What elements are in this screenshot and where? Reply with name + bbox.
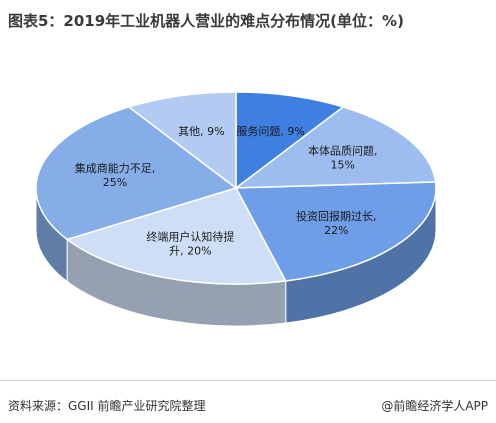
pie-slice-1: [233, 106, 437, 189]
slice-label-line: 投资回报期过长,: [296, 209, 377, 223]
slice-label-line: 集成商能力不足,: [75, 161, 156, 175]
slice-label-line: 22%: [324, 224, 348, 237]
slice-label-line: 服务问题, 9%: [236, 125, 304, 138]
slice-label-line: 15%: [331, 159, 355, 172]
slice-label-line: 本体品质问题,: [308, 144, 378, 158]
slice-label-line: 其他, 9%: [178, 125, 224, 138]
slice-labels: 服务问题, 9% 本体品质问题, 15% 投资回报期过长, 22% 终端用户认知待提升, …: [75, 125, 378, 257]
slice-label-3: 终端用户认知待提升, 20%: [146, 229, 234, 257]
footer-divider: [0, 380, 496, 381]
chart-title: 图表5：2019年工业机器人营业的难点分布情况(单位：%): [8, 12, 404, 30]
slice-label-4: 集成商能力不足, 25%: [75, 161, 156, 189]
slice-label-line: 升, 20%: [169, 244, 211, 257]
slice-label-line: 终端用户认知待提: [146, 229, 234, 243]
slice-label-1: 本体品质问题, 15%: [308, 144, 378, 172]
pie-slice-4: [35, 106, 238, 241]
slice-label-line: 25%: [103, 176, 127, 189]
pie-slice-3: [65, 187, 287, 285]
credit-note: @前瞻经济学人APP: [381, 399, 488, 413]
source-note: 资料来源：GGII 前瞻产业研究院整理: [8, 399, 206, 413]
pie-slices: [35, 91, 437, 285]
slice-label-0: 服务问题, 9%: [236, 125, 304, 138]
pie-slice-2: [234, 181, 437, 282]
pie-slice-0: [235, 91, 345, 190]
slice-label-2: 投资回报期过长, 22%: [296, 209, 377, 237]
slice-label-5: 其他, 9%: [178, 125, 224, 138]
pie-slice-5: [127, 91, 237, 190]
